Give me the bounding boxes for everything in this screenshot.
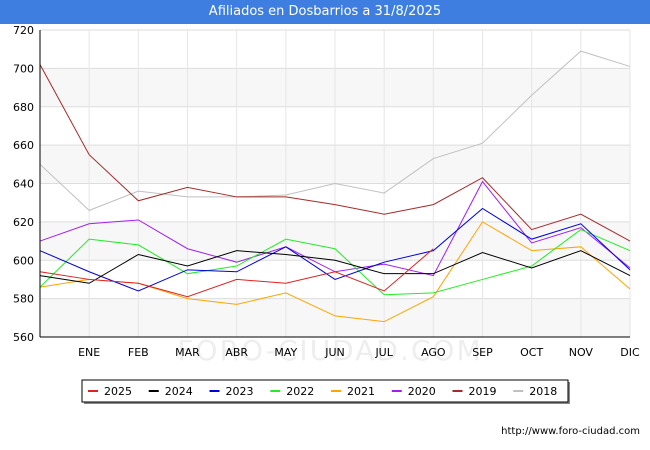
watermark: FORO-CIUDAD.COM bbox=[177, 334, 482, 367]
y-tick-label: 560 bbox=[13, 331, 34, 344]
x-tick-label: DIC bbox=[620, 346, 640, 359]
x-tick-label: SEP bbox=[472, 346, 493, 359]
series-line-2025 bbox=[39, 248, 434, 298]
x-tick-label: JUL bbox=[374, 346, 393, 359]
series-line-2022 bbox=[39, 228, 631, 296]
x-axis-tick-labels: ENE FEB MAR ABR MAY JUN JUL AGO SEP OCT NOV DIC bbox=[78, 346, 640, 359]
legend-box bbox=[81, 379, 569, 403]
legend-label-2025: 2025 bbox=[104, 385, 132, 398]
y-tick-label: 720 bbox=[13, 24, 34, 37]
series-line-2018 bbox=[39, 50, 631, 211]
x-tick-label: NOV bbox=[569, 346, 594, 359]
y-tick-label: 580 bbox=[13, 293, 34, 306]
y-tick-label: 620 bbox=[13, 216, 34, 229]
y-tick-label: 640 bbox=[13, 178, 34, 191]
legend-label-2019: 2019 bbox=[469, 385, 497, 398]
legend-label-2023: 2023 bbox=[226, 385, 254, 398]
series-lines bbox=[39, 50, 631, 323]
x-tick-label: FEB bbox=[128, 346, 149, 359]
y-tick-label: 680 bbox=[13, 101, 34, 114]
y-tick-label: 700 bbox=[13, 62, 34, 75]
legend: 2025 2024 2023 2022 2021 2020 2019 2018 bbox=[81, 379, 570, 404]
legend-label-2018: 2018 bbox=[529, 385, 557, 398]
series-line-2023 bbox=[39, 207, 631, 292]
x-tick-label: JUN bbox=[324, 346, 345, 359]
y-tick-label: 600 bbox=[13, 254, 34, 267]
y-axis-tick-labels: 560 580 600 620 640 660 680 700 720 bbox=[13, 24, 34, 344]
series-line-2019 bbox=[39, 64, 631, 242]
x-tick-label: AGO bbox=[421, 346, 446, 359]
legend-label-2021: 2021 bbox=[347, 385, 375, 398]
legend-label-2022: 2022 bbox=[286, 385, 314, 398]
x-tick-label: ABR bbox=[225, 346, 248, 359]
x-tick-label: MAY bbox=[274, 346, 297, 359]
source-link[interactable]: http://www.foro-ciudad.com bbox=[501, 426, 640, 437]
x-tick-label: OCT bbox=[520, 346, 543, 359]
series-line-2024 bbox=[39, 250, 631, 284]
y-tick-label: 660 bbox=[13, 139, 34, 152]
axes bbox=[39, 30, 630, 338]
legend-label-2024: 2024 bbox=[165, 385, 193, 398]
legend-label-2020: 2020 bbox=[408, 385, 436, 398]
chart-title: Afiliados en Dosbarrios a 31/8/2025 bbox=[0, 0, 650, 24]
x-tick-label: MAR bbox=[175, 346, 200, 359]
x-tick-label: ENE bbox=[78, 346, 100, 359]
